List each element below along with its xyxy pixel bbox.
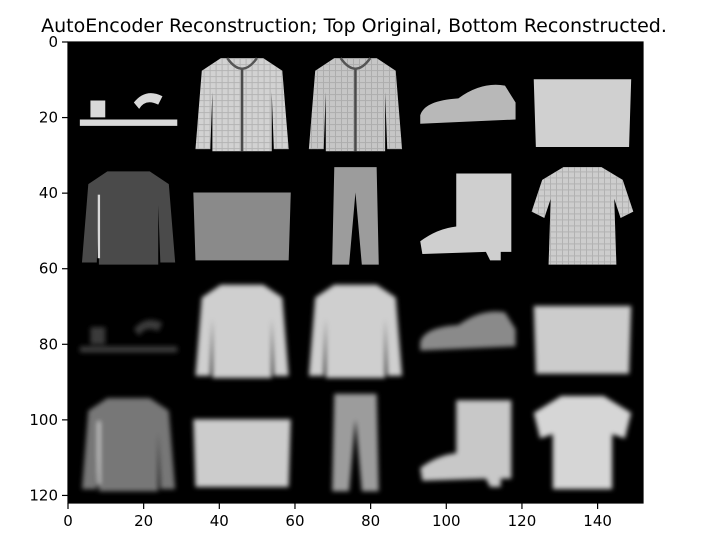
- y-tick-label: 120: [29, 486, 58, 504]
- tile-original-jacket: [308, 57, 403, 152]
- tile-original-dress: [531, 167, 634, 265]
- y-tick-label: 40: [39, 184, 58, 202]
- tile-reconstructed-ankle-boot: [420, 400, 512, 488]
- image-grid: [68, 42, 643, 503]
- chart-title: AutoEncoder Reconstruction; Top Original…: [41, 15, 667, 37]
- tile-reconstructed-shirt: [81, 398, 176, 492]
- y-tick-label: 0: [48, 33, 58, 51]
- tile-reconstructed-trouser: [332, 393, 379, 492]
- x-tick-label: 20: [134, 512, 153, 530]
- x-tick-label: 140: [583, 512, 612, 530]
- x-tick-label: 120: [508, 512, 537, 530]
- x-tick-label: 40: [210, 512, 229, 530]
- y-tick-label: 60: [39, 260, 58, 278]
- tile-original-trouser: [332, 167, 379, 265]
- tile-reconstructed-pullover: [308, 284, 403, 378]
- x-tick-label: 80: [361, 512, 380, 530]
- tile-reconstructed-sandal: [79, 319, 178, 353]
- axes: 0 20 40 60 80 100 120 140 0 20 40 60 80 100 120: [29, 33, 644, 530]
- x-tick-label: 100: [432, 512, 461, 530]
- tile-original-hoodie: [195, 57, 289, 152]
- y-tick-label: 100: [29, 411, 58, 429]
- tile-original-sneaker: [420, 84, 516, 124]
- tile-reconstructed-t-shirt: [533, 395, 632, 490]
- y-tick-label: 80: [39, 335, 58, 353]
- tile-reconstructed-pullover: [195, 284, 289, 378]
- tile-original-ankle-boot: [420, 173, 512, 261]
- tile-original-sandal: [79, 93, 178, 126]
- tile-original-shirt: [81, 171, 176, 265]
- tile-original-bag: [533, 79, 632, 148]
- tile-reconstructed-bag: [193, 419, 291, 488]
- plot-frame: [67, 41, 644, 504]
- tile-original-bag: [193, 192, 291, 261]
- tile-reconstructed-bag: [533, 305, 632, 374]
- y-tick-label: 20: [39, 109, 58, 127]
- x-tick-label: 60: [285, 512, 304, 530]
- tile-reconstructed-sneaker: [420, 311, 516, 351]
- x-tick-label: 0: [63, 512, 73, 530]
